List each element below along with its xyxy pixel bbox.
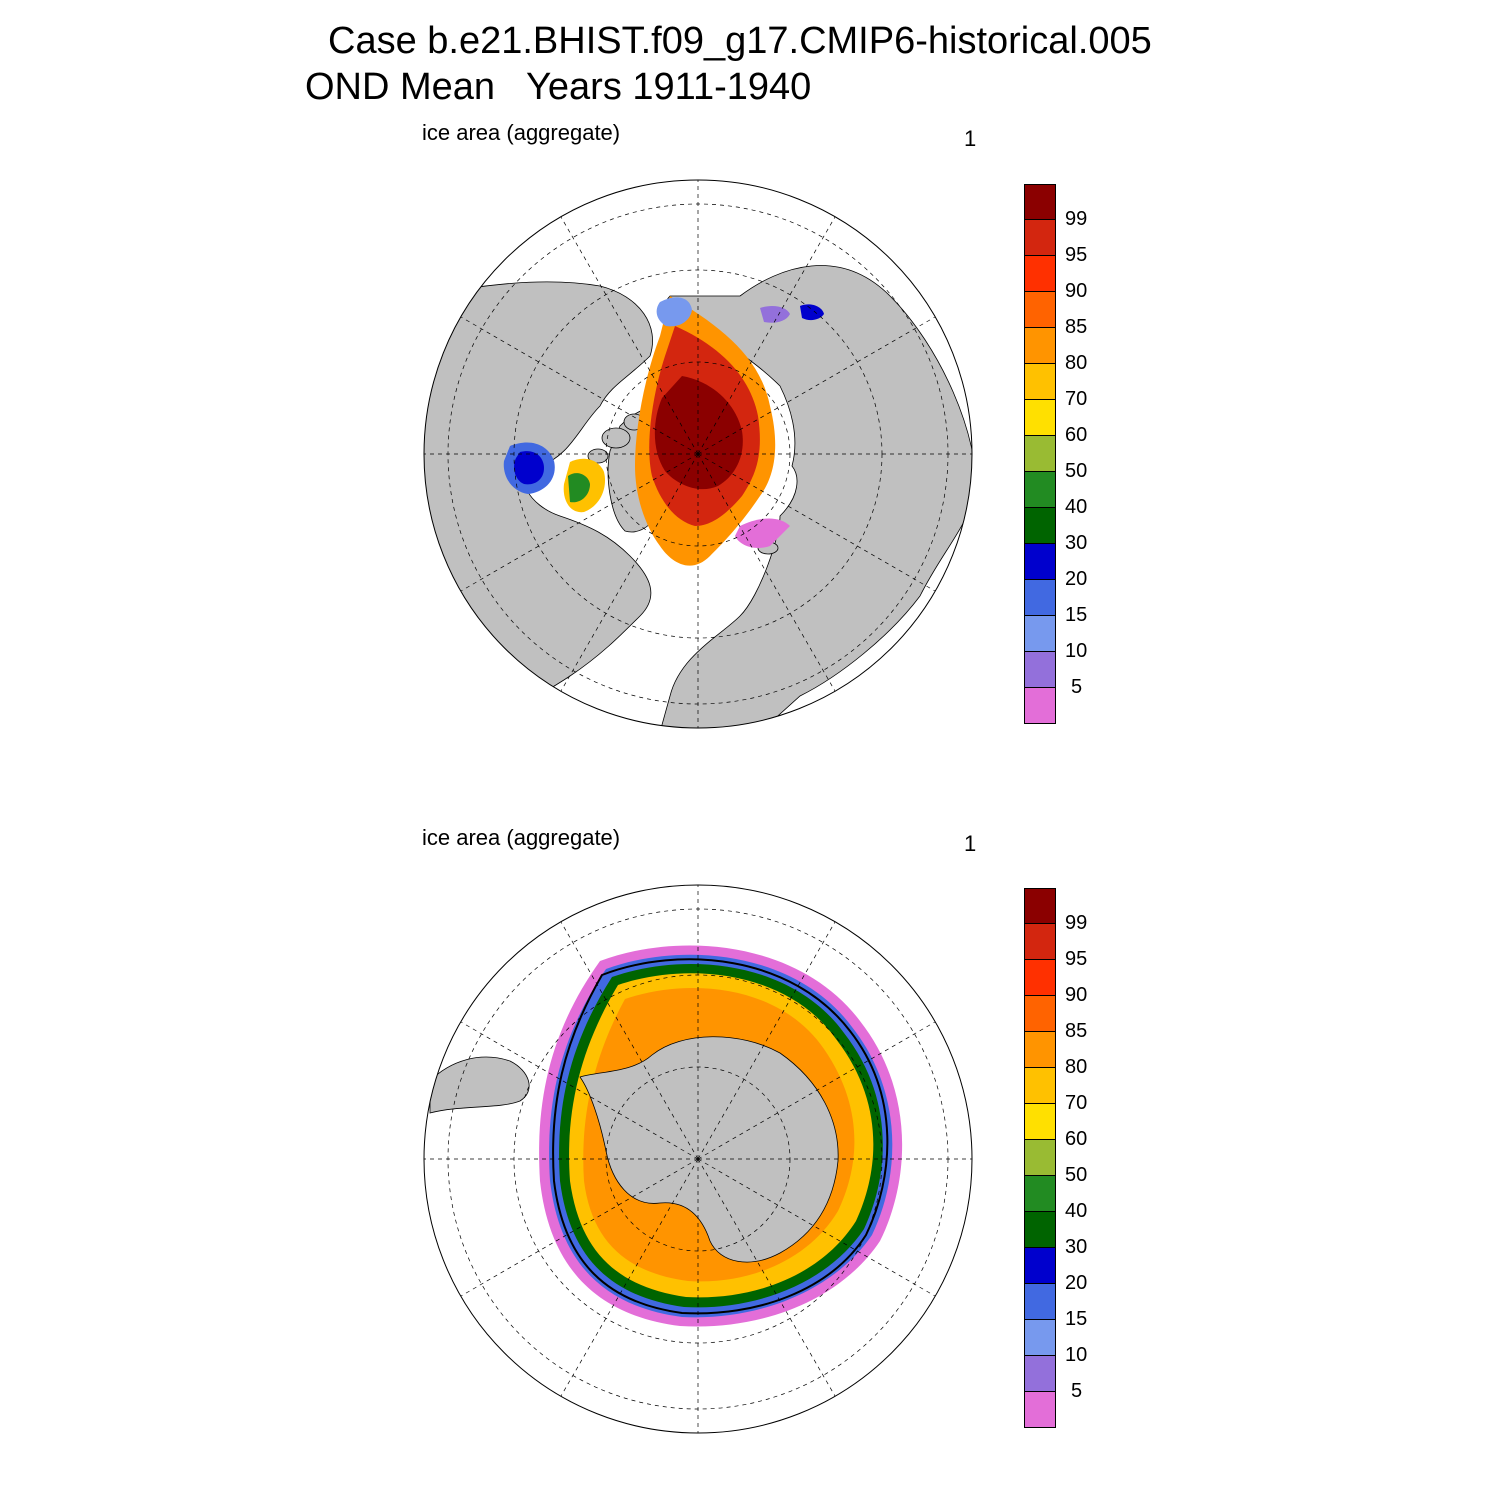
colorbar-north-swatch <box>1024 184 1056 220</box>
colorbar-south-swatch <box>1024 1248 1056 1284</box>
colorbar-south-label: 40 <box>1065 1200 1088 1222</box>
colorbar-south-swatch <box>1024 996 1056 1032</box>
colorbar-north-swatch <box>1024 328 1056 364</box>
panel-south-number: 1 <box>964 831 977 856</box>
colorbar-south-swatch <box>1024 1356 1056 1392</box>
colorbar-north-swatch <box>1024 616 1056 652</box>
colorbar-north-label: 20 <box>1065 568 1088 590</box>
colorbar-south <box>1024 888 1056 1428</box>
colorbar-south-swatch <box>1024 1140 1056 1176</box>
colorbar-north-label: 10 <box>1065 640 1088 662</box>
colorbar-north-swatch <box>1024 580 1056 616</box>
colorbar-north-label: 90 <box>1065 280 1088 302</box>
panel-south-title: ice area (aggregate) <box>422 825 621 850</box>
figure-title-line1: Case b.e21.BHIST.f09_g17.CMIP6-historica… <box>328 20 1152 62</box>
colorbar-north-swatch <box>1024 256 1056 292</box>
colorbar-south-swatch <box>1024 1212 1056 1248</box>
colorbar-south-label: 5 <box>1071 1380 1083 1402</box>
colorbar-south-swatch <box>1024 1320 1056 1356</box>
colorbar-south-label: 50 <box>1065 1164 1088 1186</box>
north-graticule <box>424 180 972 728</box>
south-graticule <box>424 885 972 1433</box>
colorbar-south-swatch <box>1024 1032 1056 1068</box>
colorbar-south-swatch <box>1024 1068 1056 1104</box>
colorbar-north-swatch <box>1024 652 1056 688</box>
figure-title-line2: OND Mean Years 1911-1940 <box>305 66 812 108</box>
colorbar-south-label: 20 <box>1065 1272 1088 1294</box>
colorbar-north-label: 99 <box>1065 208 1088 230</box>
colorbar-south-label: 95 <box>1065 948 1088 970</box>
colorbar-north-label: 80 <box>1065 352 1088 374</box>
south-antarctica <box>579 1036 839 1263</box>
colorbar-north-label: 95 <box>1065 244 1088 266</box>
colorbar-south-label: 30 <box>1065 1236 1088 1258</box>
north-ice <box>503 296 824 566</box>
panel-north-number: 1 <box>964 126 977 151</box>
colorbar-north-swatch <box>1024 292 1056 328</box>
colorbar-north-label: 50 <box>1065 460 1088 482</box>
panel-north-title: ice area (aggregate) <box>422 120 621 145</box>
south-america-land <box>429 1056 530 1114</box>
colorbar-north-label: 5 <box>1071 676 1083 698</box>
colorbar-north-swatch <box>1024 508 1056 544</box>
colorbar-south-label: 10 <box>1065 1344 1088 1366</box>
colorbar-north-swatch <box>1024 364 1056 400</box>
colorbar-north-swatch <box>1024 436 1056 472</box>
colorbar-south-swatch <box>1024 888 1056 924</box>
colorbar-south-label: 90 <box>1065 984 1088 1006</box>
colorbar-south-swatch <box>1024 1392 1056 1428</box>
colorbar-north-swatch <box>1024 688 1056 724</box>
colorbar-north-label: 85 <box>1065 316 1088 338</box>
colorbar-south-swatch <box>1024 1176 1056 1212</box>
colorbar-south-swatch <box>1024 924 1056 960</box>
south-ice-edge <box>552 958 889 1315</box>
colorbar-south-label: 99 <box>1065 912 1088 934</box>
south-map-border <box>423 884 973 1434</box>
north-polar-map <box>423 179 973 729</box>
colorbar-north-label: 60 <box>1065 424 1088 446</box>
colorbar-north-label: 40 <box>1065 496 1088 518</box>
colorbar-north-swatch <box>1024 544 1056 580</box>
colorbar-north-label: 30 <box>1065 532 1088 554</box>
colorbar-north-swatch <box>1024 472 1056 508</box>
colorbar-south-swatch <box>1024 960 1056 996</box>
colorbar-south-swatch <box>1024 1284 1056 1320</box>
colorbar-south-label: 15 <box>1065 1308 1088 1330</box>
colorbar-north-swatch <box>1024 220 1056 256</box>
colorbar-south-label: 60 <box>1065 1128 1088 1150</box>
colorbar-south-swatch <box>1024 1104 1056 1140</box>
colorbar-north-label: 15 <box>1065 604 1088 626</box>
north-map-border <box>423 179 973 729</box>
colorbar-north-swatch <box>1024 400 1056 436</box>
colorbar-south-label: 70 <box>1065 1092 1088 1114</box>
colorbar-south-label: 85 <box>1065 1020 1088 1042</box>
colorbar-south-label: 80 <box>1065 1056 1088 1078</box>
colorbar-north <box>1024 184 1056 724</box>
south-polar-map <box>423 884 973 1434</box>
colorbar-north-label: 70 <box>1065 388 1088 410</box>
